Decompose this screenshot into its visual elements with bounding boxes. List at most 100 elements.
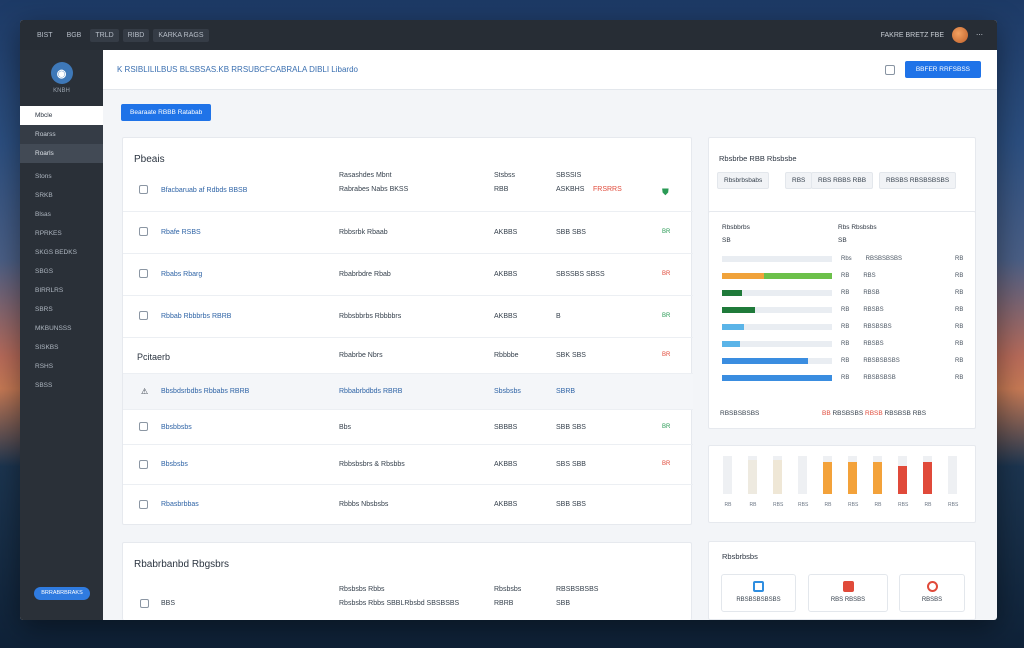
row-name[interactable]: Rbafe RSBS	[161, 229, 201, 236]
top-menu: BIST BGB TRLD RIBD KARKA RAGS	[20, 28, 209, 42]
menu-item-5[interactable]: KARKA RAGS	[153, 28, 209, 42]
quick-action-tile[interactable]: RBSBS	[899, 574, 965, 612]
panel-subtitle: SB	[838, 237, 847, 244]
table-row[interactable]: Bbsbbsbs Bbs SBBBS SBB SBS BR	[123, 410, 693, 445]
row-owner: Rbabrbdre Rbab	[339, 271, 391, 278]
table-row[interactable]: Bbsbsbs Rbbsbsbrs & Rbsbbs AKBBS SBS SBB…	[123, 445, 693, 485]
sidebar-nav-item[interactable]: BIRRLRS	[35, 287, 64, 294]
column-header: SBSSIS	[556, 172, 582, 179]
stats-list-item[interactable]: RB RBSBSBSB	[841, 375, 896, 381]
row-badge: BR	[662, 424, 671, 430]
row-name[interactable]: Rbasbrbbas	[161, 501, 199, 508]
more-icon[interactable]: ⋯	[976, 32, 983, 39]
stats-value: RBSBSBS	[863, 324, 892, 330]
sidebar-nav-item[interactable]: SRKB	[35, 192, 53, 199]
table-row-selected[interactable]: ⚠ Bbsbdsrbdbs Rbbabs RBRB Rbbabrbdbds RB…	[123, 374, 693, 410]
progress-bar-fill	[722, 307, 755, 313]
sidebar-nav-item[interactable]: RSHS	[35, 363, 54, 370]
table-row[interactable]: Rbasbrbbas Rbbbs Nbsbsbs AKBBS SBB SBS	[123, 485, 693, 525]
file-icon	[139, 185, 148, 194]
row-name[interactable]: Rbabs Rbarg	[161, 271, 203, 278]
sidebar-nav-item[interactable]: MKBUNSSS	[35, 325, 72, 332]
sidebar-nav-item[interactable]: Blsas	[35, 211, 51, 218]
stats-list-item[interactable]: RB RBSBSBSBS	[841, 358, 900, 364]
sidebar-nav-item[interactable]: SKGS BEDKS	[35, 249, 77, 256]
progress-bar	[722, 341, 832, 347]
row-name[interactable]: Bbsbdsrbdbs Rbbabs RBRB	[161, 388, 250, 395]
column-header: ASKBHS	[556, 186, 585, 193]
column-bar	[948, 461, 957, 494]
progress-bar	[722, 273, 832, 279]
progress-bar-fill	[722, 290, 742, 296]
filter-chip[interactable]: RBSBS RBSBSBSBS	[879, 172, 957, 189]
sidebar-item-2[interactable]: Roarss	[20, 125, 103, 144]
stats-count: RB	[955, 256, 964, 262]
sidebar-nav-item[interactable]: SBGS	[35, 268, 54, 275]
primary-button[interactable]: BBFER RRFSBSS	[904, 61, 981, 78]
filter-chip[interactable]: RBS RBBS RBB	[811, 172, 874, 189]
shield-icon: ⛊	[662, 187, 669, 197]
file-icon	[139, 500, 148, 509]
row-status: AKBBS	[494, 313, 518, 320]
footer-value: RBSB	[865, 410, 885, 417]
column-bar	[923, 461, 932, 494]
avatar[interactable]	[952, 27, 968, 43]
row-name[interactable]: Bbsbsbs	[161, 461, 188, 468]
column-label: RBS	[898, 502, 909, 508]
stats-list-item[interactable]: RB RBSBS	[841, 341, 884, 347]
account-text[interactable]: FAKRE BRETZ FBE	[880, 31, 944, 39]
sidebar: ◉ KNBH Mbcle Roarss Roarls Stons SRKB Bl…	[20, 50, 103, 620]
filter-chip[interactable]: RBS	[785, 172, 813, 189]
column-bar	[773, 459, 782, 494]
row-status: AKBBS	[494, 461, 518, 468]
sidebar-nav-item[interactable]: Stons	[35, 173, 52, 180]
panel-title: Rbsbbrbs	[722, 224, 750, 231]
column-bar	[723, 459, 732, 494]
filter-chip[interactable]: Rbsbrbsbabs	[717, 172, 770, 189]
menu-item-1[interactable]: BIST	[37, 31, 53, 39]
calendar-icon[interactable]	[884, 64, 895, 75]
sidebar-item-active[interactable]: Mbcle	[20, 106, 103, 125]
menu-item-3[interactable]: TRLD	[90, 28, 119, 42]
table-row[interactable]: Rbabs Rbarg Rbabrbdre Rbab AKBBS SBSSBS …	[123, 254, 693, 296]
menu-item-4[interactable]: RIBD	[122, 28, 150, 42]
column-header: Rasashdes Mbnt	[339, 172, 392, 179]
stats-list-item[interactable]: RB RBS	[841, 273, 876, 279]
progress-bar-fill	[763, 273, 832, 279]
quick-action-tile[interactable]: RBS RBSBS	[808, 574, 888, 612]
stats-key: RB	[841, 358, 850, 364]
row-value: SBB SBS	[556, 501, 586, 508]
sidebar-bottom-button[interactable]: BRRABRBRAKS	[34, 587, 90, 600]
column-bar	[873, 461, 882, 494]
top-right: FAKRE BRETZ FBE ⋯	[881, 27, 997, 43]
table-row[interactable]: Rbafe RSBS Rbbsrbk Rbaab AKBBS SBB SBS B…	[123, 212, 693, 254]
row-name[interactable]: Bfacbaruab af Rdbds BBSB	[161, 187, 248, 194]
sidebar-nav-item[interactable]: RPRKES	[35, 230, 62, 237]
sidebar-nav-item[interactable]: SBSS	[35, 382, 53, 389]
row-name[interactable]: Rbbab Rbbbrbs RBRB	[161, 313, 232, 320]
stats-list-item[interactable]: RB RBSB	[841, 290, 880, 296]
sidebar-item-3[interactable]: Roarls	[20, 144, 103, 163]
sidebar-nav-item[interactable]: SISKBS	[35, 344, 59, 351]
stats-list-item[interactable]: RB RBSBSBS	[841, 324, 892, 330]
file-icon	[139, 227, 148, 236]
stats-value: RBSBSBSBS	[865, 256, 903, 262]
create-button[interactable]: Bearaate RBBB Ratabab	[121, 104, 212, 121]
breadcrumb[interactable]: K RSIBLILILBUS BLSBSAS.KB RRSUBCFCABRALA…	[117, 65, 358, 74]
table-row[interactable]: Bfacbaruab af Rdbds BBSB ⛊	[123, 170, 693, 212]
quick-action-tile[interactable]: RBSBSBSBSBS	[721, 574, 796, 612]
tile-label: RBS RBSBS	[830, 597, 866, 603]
stats-list-item[interactable]: Rbs RBSBSBSBS	[841, 256, 902, 262]
column-bar	[748, 459, 757, 494]
stats-key: RB	[841, 290, 850, 296]
stats-key: Rbs	[841, 256, 852, 262]
stats-list-item[interactable]: RB RBSBS	[841, 307, 884, 313]
menu-item-2[interactable]: BGB	[66, 31, 82, 39]
file-icon	[139, 269, 148, 278]
row-name[interactable]: Bbsbbsbs	[161, 424, 192, 431]
row-status: SBBBS	[494, 424, 518, 431]
sidebar-nav-item[interactable]: SBRS	[35, 306, 53, 313]
stats-value: RBSB	[863, 290, 880, 296]
table-row[interactable]: Rbbab Rbbbrbs RBRB Rbbsbbrbs Rbbbbrs AKB…	[123, 296, 693, 338]
progress-bar-fill	[722, 324, 744, 330]
